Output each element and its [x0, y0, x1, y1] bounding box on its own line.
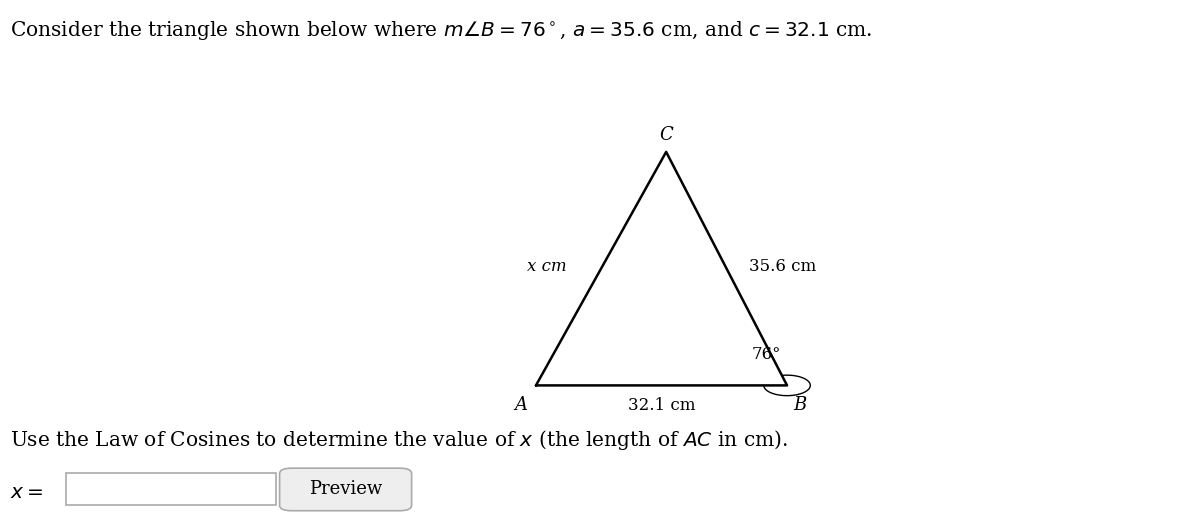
- FancyBboxPatch shape: [66, 473, 276, 505]
- Text: Preview: Preview: [308, 480, 383, 498]
- Text: $x =$: $x =$: [10, 483, 43, 502]
- Text: x cm: x cm: [527, 258, 566, 275]
- Text: B: B: [793, 396, 806, 414]
- Text: C: C: [659, 126, 673, 144]
- Text: 35.6 cm: 35.6 cm: [749, 258, 816, 275]
- Text: 32.1 cm: 32.1 cm: [628, 396, 695, 413]
- FancyBboxPatch shape: [280, 468, 412, 511]
- Text: A: A: [515, 396, 528, 414]
- Text: Consider the triangle shown below where $m\angle B = 76^\circ$, $a = 35.6$ cm, a: Consider the triangle shown below where …: [10, 19, 871, 41]
- Text: 76°: 76°: [751, 346, 781, 363]
- Text: Use the Law of Cosines to determine the value of $x$ (the length of $AC$ in cm).: Use the Law of Cosines to determine the …: [10, 428, 787, 452]
